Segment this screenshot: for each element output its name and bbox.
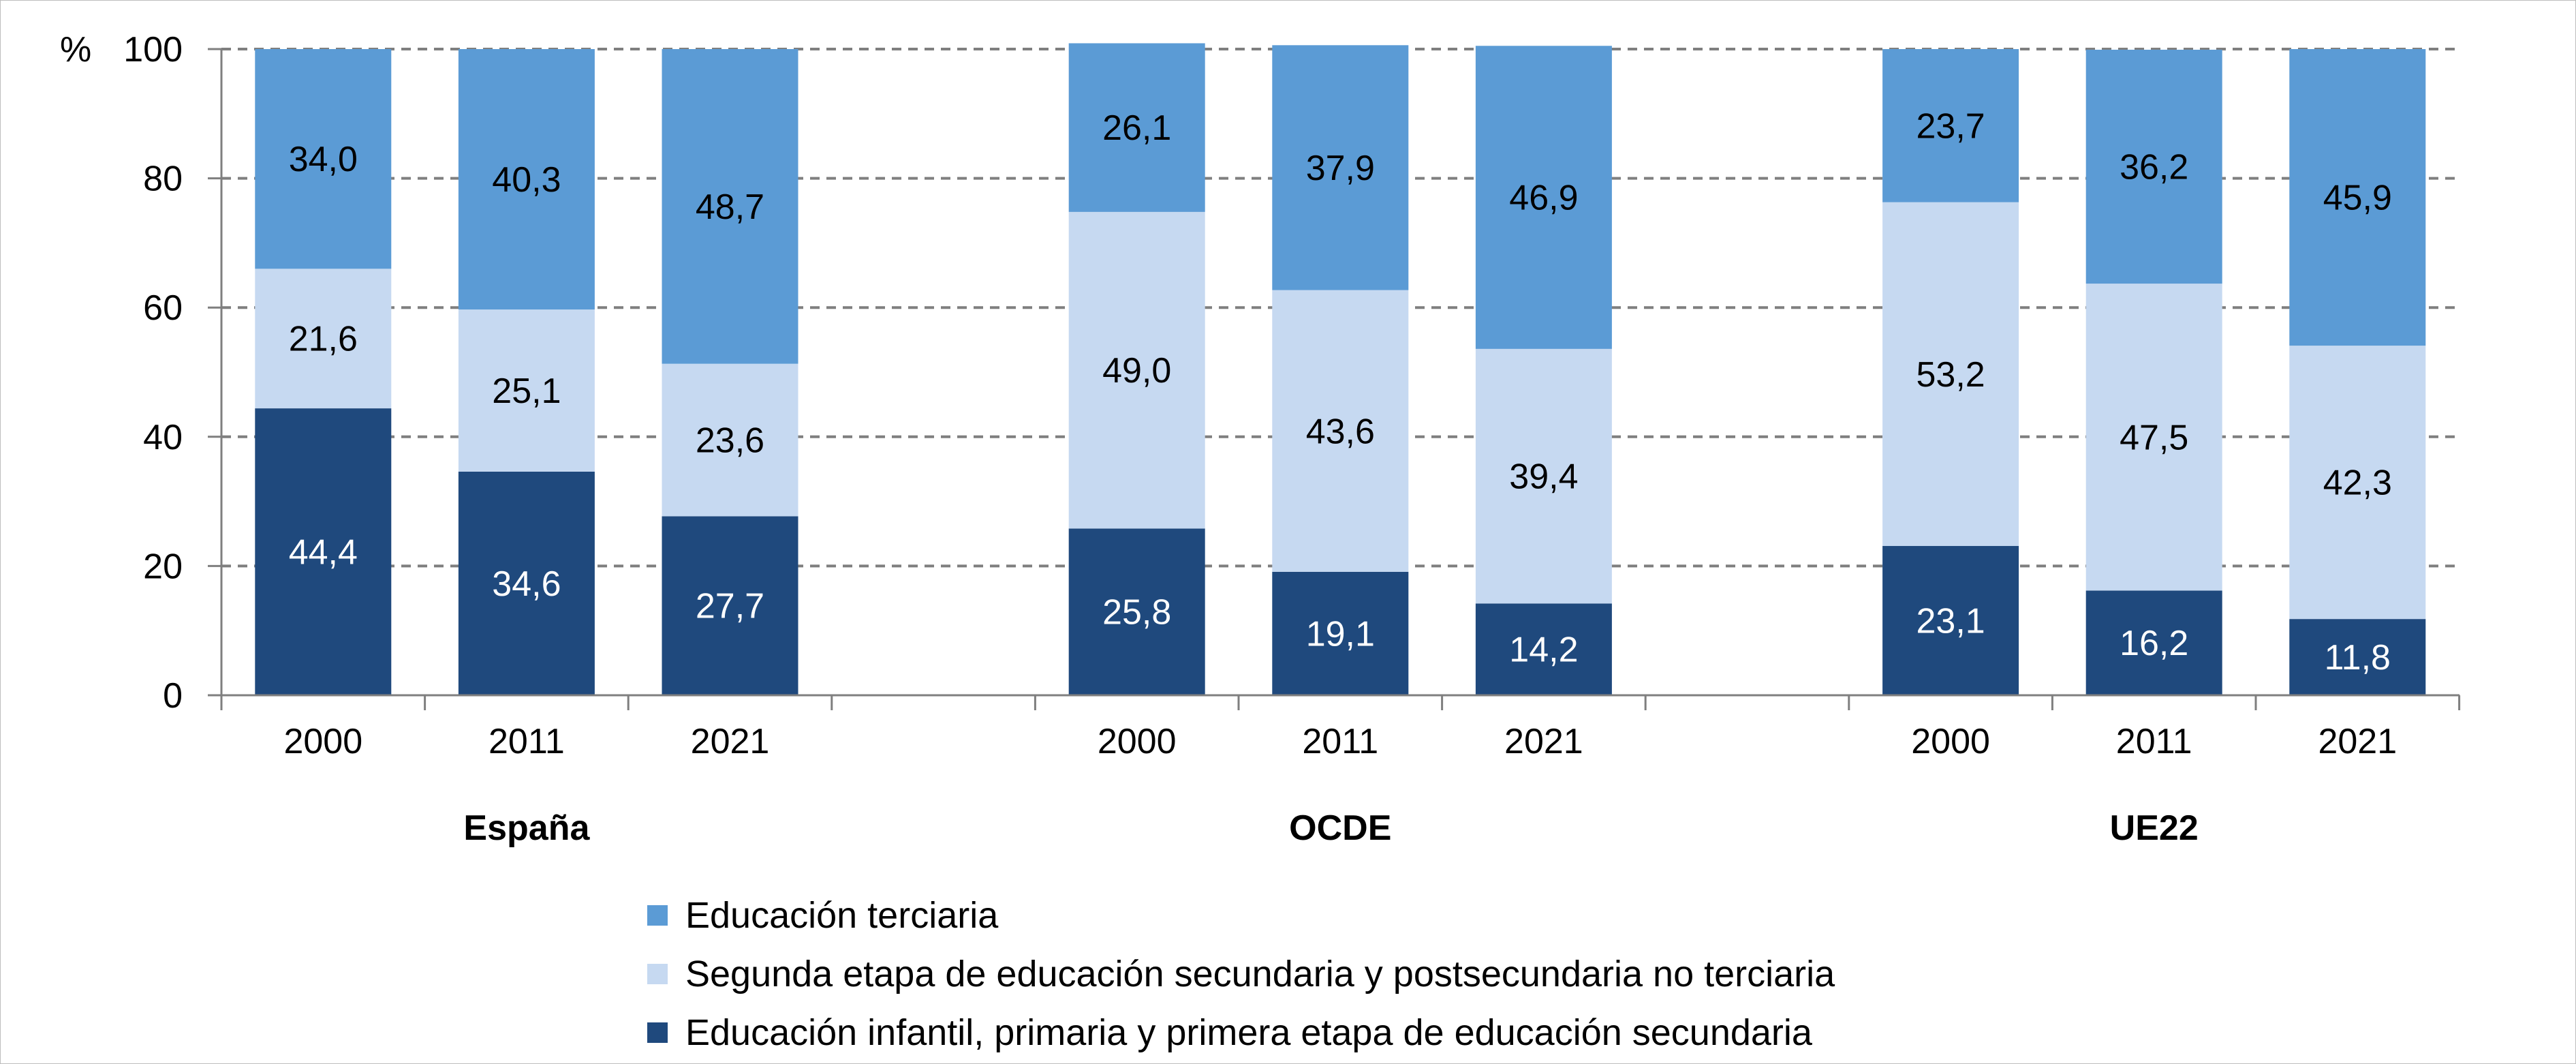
data-label-ocde-2021-s1: 39,4	[1509, 457, 1578, 497]
bar-segment-españa-2011-s1	[458, 309, 595, 472]
bar-segment-ue22-2000-s1	[1882, 202, 2019, 547]
bar-segment-ue22-2021-s1	[2289, 346, 2426, 620]
data-label-españa-2021-s0: 27,7	[696, 587, 764, 626]
x-tick-label-ocde-2021: 2021	[1504, 722, 1583, 761]
x-tick-label-españa-2021: 2021	[691, 722, 770, 761]
bar-segment-ue22-2021-s0	[2289, 619, 2426, 695]
bar-segment-ue22-2021-s2	[2289, 49, 2426, 346]
bar-segment-ocde-2011-s0	[1272, 571, 1409, 695]
x-tick-label-ue22-2000: 2000	[1911, 722, 1990, 761]
x-tick-label-españa-2011: 2011	[488, 722, 565, 761]
x-tick-label-ue22-2011: 2011	[2116, 722, 2192, 761]
data-label-españa-2021-s2: 48,7	[696, 187, 764, 227]
data-label-ue22-2011-s2: 36,2	[2120, 148, 2188, 187]
data-label-ocde-2021-s0: 14,2	[1509, 630, 1578, 670]
bar-segment-ue22-2011-s1	[2085, 284, 2222, 591]
x-tick-label-españa-2000: 2000	[283, 722, 362, 761]
data-label-españa-2011-s2: 40,3	[492, 160, 561, 200]
bars	[255, 43, 2426, 695]
bar-segment-ocde-2011-s1	[1272, 290, 1409, 572]
x-tick-label-ocde-2011: 2011	[1302, 722, 1378, 761]
y-tick-label-40: 40	[143, 418, 183, 457]
data-label-ue22-2011-s1: 47,5	[2120, 418, 2188, 457]
y-tick-label-60: 60	[143, 288, 183, 328]
legend-item-segunda-etapa: Segunda etapa de educación secundaria y …	[647, 945, 1835, 1003]
legend-swatch-infantil-primaria	[647, 1022, 668, 1043]
bar-segment-españa-2000-s2	[255, 49, 392, 269]
group-label-2: UE22	[2110, 808, 2199, 848]
legend-swatch-segunda-etapa	[647, 964, 668, 984]
data-label-ue22-2021-s2: 45,9	[2323, 179, 2392, 218]
bar-segment-españa-2021-s2	[662, 49, 798, 364]
bar-segment-ocde-2021-s2	[1475, 46, 1612, 349]
labels: 0 20 40 60 80 100% 44,4 21,6 34,0 2000 34,6 25,1 40,…	[60, 30, 2397, 848]
data-label-españa-2011-s0: 34,6	[492, 564, 561, 604]
data-label-españa-2000-s2: 34,0	[289, 140, 358, 179]
data-label-ocde-2011-s0: 19,1	[1306, 614, 1375, 654]
bar-segment-ocde-2011-s2	[1272, 45, 1409, 290]
data-label-ue22-2011-s0: 16,2	[2120, 624, 2188, 663]
bar-segment-ocde-2000-s1	[1068, 211, 1205, 529]
bar-segment-ue22-2000-s0	[1882, 546, 2019, 695]
legend-label-infantil-primaria: Educación infantil, primaria y primera e…	[685, 1012, 1812, 1053]
data-label-españa-2000-s0: 44,4	[289, 533, 358, 573]
group-label-1: OCDE	[1289, 808, 1391, 848]
legend-item-infantil-primaria: Educación infantil, primaria y primera e…	[647, 1003, 1835, 1062]
y-tick-label-20: 20	[143, 547, 183, 586]
data-label-ocde-2011-s2: 37,9	[1306, 149, 1375, 188]
bar-segment-españa-2021-s1	[662, 363, 798, 517]
y-tick-label-100: 100	[123, 30, 183, 70]
data-label-ue22-2000-s0: 23,1	[1916, 602, 1985, 641]
data-label-españa-2011-s1: 25,1	[492, 371, 561, 411]
legend-swatch-terciaria	[647, 905, 668, 926]
bar-segment-ocde-2021-s1	[1475, 348, 1612, 604]
data-label-ocde-2000-s1: 49,0	[1102, 351, 1171, 391]
data-label-ue22-2021-s0: 11,8	[2325, 638, 2391, 678]
data-label-españa-2021-s1: 23,6	[696, 421, 764, 461]
legend-label-terciaria: Educación terciaria	[685, 895, 999, 936]
bar-segment-españa-2021-s0	[662, 516, 798, 695]
x-tick-label-ocde-2000: 2000	[1098, 722, 1177, 761]
x-tick-label-ue22-2021: 2021	[2318, 722, 2397, 761]
stacked-bar-chart: 0 20 40 60 80 100% 44,4 21,6 34,0 2000 34,6 25,1 40,…	[60, 30, 2461, 848]
bar-segment-ue22-2011-s0	[2085, 590, 2222, 695]
legend-label-segunda-etapa: Segunda etapa de educación secundaria y …	[685, 954, 1835, 994]
y-axis-unit-label: %	[60, 30, 91, 70]
bar-segment-españa-2000-s1	[255, 269, 392, 409]
bar-segment-españa-2011-s0	[458, 471, 595, 695]
axes	[208, 48, 2461, 710]
data-label-ocde-2000-s0: 25,8	[1102, 593, 1171, 633]
bar-segment-ue22-2000-s2	[1882, 49, 2019, 202]
data-label-ue22-2000-s2: 23,7	[1916, 106, 1985, 146]
data-label-españa-2000-s1: 21,6	[289, 320, 358, 359]
bar-segment-ocde-2021-s0	[1475, 603, 1612, 695]
data-label-ocde-2000-s2: 26,1	[1102, 108, 1171, 148]
group-label-0: España	[463, 808, 590, 848]
y-tick-label-80: 80	[143, 159, 183, 199]
legend: Educación terciaria Segunda etapa de edu…	[647, 886, 1835, 1062]
legend-item-terciaria: Educación terciaria	[647, 886, 1835, 945]
y-tick-label-0: 0	[163, 676, 183, 716]
bar-segment-ue22-2011-s2	[2085, 49, 2222, 284]
bar-segment-españa-2000-s0	[255, 408, 392, 695]
bar-segment-ocde-2000-s0	[1068, 528, 1205, 695]
data-label-ue22-2000-s1: 53,2	[1916, 355, 1985, 395]
data-label-ocde-2021-s2: 46,9	[1509, 179, 1578, 218]
data-label-ocde-2011-s1: 43,6	[1306, 412, 1375, 451]
data-label-ue22-2021-s1: 42,3	[2323, 463, 2392, 503]
bar-segment-ocde-2000-s2	[1068, 43, 1205, 212]
bar-segment-españa-2011-s2	[458, 49, 595, 310]
